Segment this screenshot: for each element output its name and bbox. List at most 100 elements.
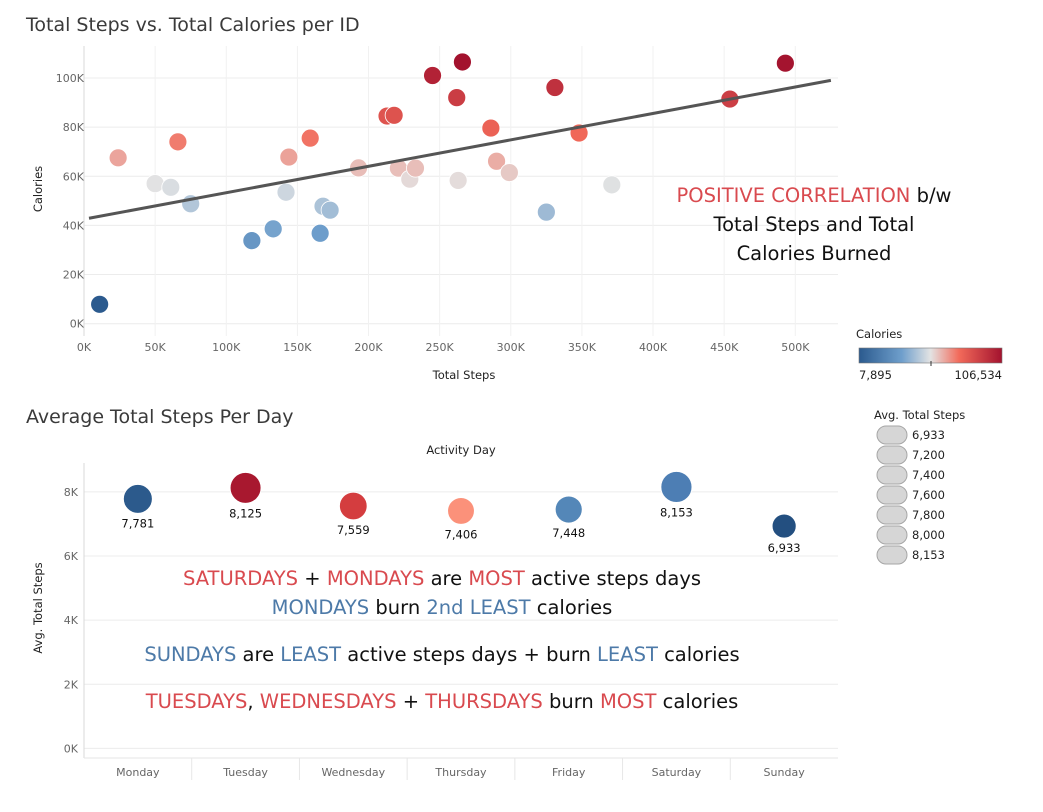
annotation-segment: , [247,690,259,713]
annotation-segment: calories [656,690,738,713]
chart1-y-tick-label: 60K [63,170,85,183]
chart2-day-bubble [123,484,153,514]
chart2-value-label: 8,125 [229,506,262,520]
chart2-y-tick-label: 0K [64,742,79,755]
chart2-day-bubble [447,497,475,525]
annotation-segment: calories [531,596,613,619]
size-legend-bubble [876,485,908,505]
chart1-point [453,52,472,72]
chart1-point [602,175,622,195]
chart1-point [447,88,467,108]
annotation-segment: SUNDAYS [144,643,236,666]
color-legend-max-label: 106,534 [954,368,1002,382]
chart1-x-tick-label: 200K [354,341,383,354]
chart1-point [145,174,165,194]
chart1-point [242,231,262,251]
weekday-annotations: SATURDAYS + MONDAYS are MOST active step… [144,567,739,713]
size-legend-bubble [876,425,908,445]
chart1-x-tick-label: 300K [497,341,526,354]
chart2-category-label: Wednesday [321,766,385,779]
chart1-y-tick-label: 20K [63,269,85,282]
chart2-day-bubble [554,495,583,524]
chart2-category-label: Thursday [434,766,487,779]
annotation-segment: are [236,643,280,666]
chart1-y-tick-label: 40K [63,219,85,232]
size-legend-bubble [876,505,908,525]
chart1-y-tick-labels: 0K 20K 40K 60K 80K 100K [56,72,85,331]
chart1-point [448,171,468,190]
chart1-point [545,78,565,97]
correlation-annotation: POSITIVE CORRELATION b/w Total Steps and … [677,184,952,265]
chart2-y-axis-title: Avg. Total Steps [31,562,45,653]
chart1-x-tick-label: 450K [710,341,739,354]
chart1-point [406,158,425,178]
chart2-value-label: 6,933 [768,541,801,555]
chart1-point [310,223,330,243]
annotation-segment: + [397,690,426,713]
chart2-value-labels: 7,781 8,125 7,559 7,406 7,448 8,153 6,933 [121,505,800,555]
chart1-point [775,53,795,73]
size-legend-label: 7,400 [912,468,945,482]
calories-color-legend: Calories 7,895 106,534 [856,327,1003,382]
chart1-point [499,163,519,182]
annotation-segment: TUESDAYS [145,690,248,713]
chart1-trendline [88,78,832,220]
chart1-y-axis-title: Calories [31,166,45,212]
weekday-annotation-line: SUNDAYS are LEAST active steps days + bu… [144,643,739,666]
chart2-day-bubbles [123,471,797,539]
annotation-segment: 2nd LEAST [426,596,530,619]
size-legend-bubble [876,465,908,485]
chart1-point [320,200,340,220]
annotation-segment: MONDAYS [327,567,425,590]
chart1-point [384,105,404,125]
annotation-segment: active steps days + burn [341,643,597,666]
size-legend-label: 8,000 [912,528,945,542]
chart1-point [168,132,188,152]
chart1-point [487,151,506,171]
chart2-category-label: Sunday [764,766,806,779]
chart2-value-label: 7,448 [552,526,585,540]
chart1-point [300,128,320,148]
size-legend-label: 7,800 [912,508,945,522]
size-legend-bubble [876,445,908,465]
chart1-point [161,177,181,197]
annotation-segment: Calories Burned [737,242,892,265]
chart2-y-tick-label: 6K [64,550,79,563]
chart1-y-tick-label: 80K [63,121,85,134]
chart2-gridlines [83,463,838,780]
annotation-segment: Total Steps and Total [713,213,915,236]
size-legend-label: 7,200 [912,448,945,462]
chart2-day-bubble [229,472,262,504]
correlation-annotation-line: POSITIVE CORRELATION b/w [677,184,952,207]
chart1-point [263,219,283,239]
annotation-segment: b/w [910,184,951,207]
annotation-segment: burn [369,596,426,619]
color-legend-min-label: 7,895 [859,368,892,382]
chart2-y-tick-label: 4K [64,614,79,627]
chart1-y-tick-label: 100K [56,72,85,85]
chart2-value-label: 8,153 [660,505,693,519]
chart2-category-label: Friday [552,766,586,779]
chart1-x-tick-label: 150K [283,341,312,354]
chart2-category-label: Saturday [652,766,702,779]
annotation-segment: burn [543,690,600,713]
chart2-day-bubble [339,491,368,521]
chart1-x-axis-title: Total Steps [432,368,496,382]
chart2-value-label: 7,559 [337,523,370,537]
annotation-segment: SATURDAYS [183,567,298,590]
size-legend-bubble [876,545,908,565]
chart1-point [536,202,556,222]
annotation-segment: MOST [600,690,657,713]
chart1-x-tick-label: 500K [781,341,810,354]
chart1-y-tick-label: 0K [70,318,85,331]
chart2-y-tick-label: 2K [64,678,79,691]
chart1-title: Total Steps vs. Total Calories per ID [25,14,360,36]
color-legend-title: Calories [856,327,902,341]
chart1-point [90,294,110,314]
chart1-x-tick-label: 50K [145,341,167,354]
size-legend-bubble [876,525,908,545]
chart2-y-tick-labels: 0K 2K 4K 6K 8K [64,486,79,756]
chart2-day-bubble [660,471,693,503]
weekday-annotation-line: TUESDAYS, WEDNESDAYS + THURSDAYS burn MO… [145,690,739,713]
